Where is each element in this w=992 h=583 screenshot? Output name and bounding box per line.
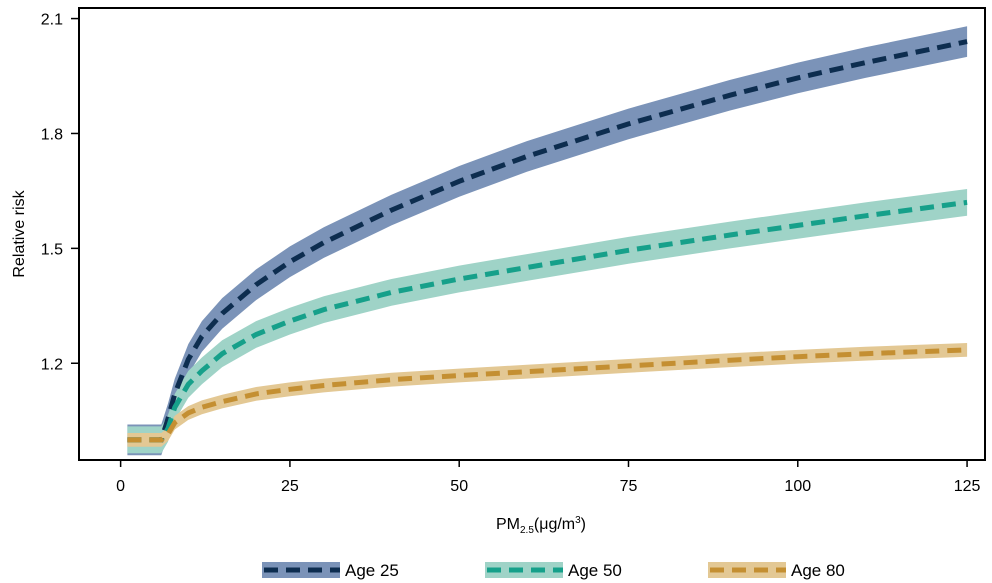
x-tick-label: 100 — [784, 478, 811, 495]
legend-label: Age 80 — [791, 561, 845, 580]
line-series-1 — [127, 39, 968, 443]
legend-label: Age 50 — [568, 561, 622, 580]
band-series-2 — [127, 189, 968, 454]
x-axis-ticks: 0 25 50 75 100 125 — [116, 460, 981, 495]
series-lines — [127, 39, 968, 443]
legend-swatch-band — [485, 562, 563, 578]
y-tick-label: 1.8 — [41, 126, 63, 143]
y-tick-label: 1.2 — [41, 356, 63, 373]
line-series-2 — [127, 199, 968, 443]
legend-swatch-band — [708, 562, 786, 578]
legend-label: Age 25 — [345, 561, 399, 580]
x-tick-label: 75 — [620, 478, 638, 495]
y-axis-ticks: 1.2 1.5 1.8 2.1 — [41, 12, 79, 373]
x-axis-title-close: ) — [581, 516, 586, 533]
plot-frame — [78, 7, 986, 461]
x-tick-label: 0 — [116, 478, 125, 495]
x-axis-title: PM2.5(μg/m3) — [496, 515, 586, 536]
legend-swatch-band — [262, 562, 340, 578]
y-axis-title: Relative risk — [11, 189, 28, 277]
x-tick-label: 25 — [281, 478, 299, 495]
confidence-bands — [127, 26, 968, 456]
line-series-3 — [127, 347, 968, 443]
x-axis-title-superscript: 3 — [575, 515, 581, 526]
x-axis-title-subscript: 2.5 — [520, 525, 534, 536]
y-tick-label: 1.5 — [41, 241, 63, 258]
x-axis-title-unit: (μg/m — [534, 516, 575, 533]
x-tick-label: 50 — [450, 478, 468, 495]
x-tick-label: 125 — [954, 478, 981, 495]
y-tick-label: 2.1 — [41, 12, 63, 29]
legend: Age 25 Age 50 Age 80 — [262, 561, 845, 580]
band-series-1 — [127, 26, 968, 456]
x-axis-title-main: PM — [496, 516, 520, 533]
